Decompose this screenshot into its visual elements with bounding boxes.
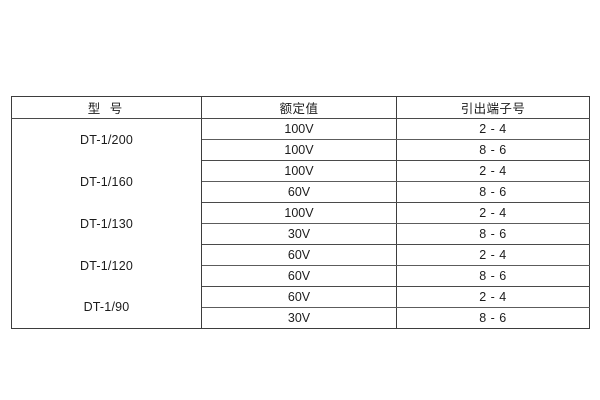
table-row: DT-1/120 60V 2 - 4: [11, 244, 590, 287]
column-header-model: 型 号: [11, 96, 202, 119]
cell-rated-value: 100V: [201, 160, 397, 182]
cell-terminal-number: 2 - 4: [396, 202, 590, 224]
cell-rated-value: 30V: [201, 223, 397, 245]
cell-terminal-number: 8 - 6: [396, 265, 590, 287]
table-row: 60V 8 - 6: [12, 181, 590, 203]
table-row: 100V 8 - 6: [12, 139, 590, 161]
cell-model-name: DT-1/160: [11, 160, 202, 203]
table-header-row: 型 号 额定值 引出端子号: [11, 96, 590, 119]
cell-terminal-number: 8 - 6: [396, 307, 590, 329]
cell-rated-value: 60V: [201, 265, 397, 287]
table-row: DT-1/130 100V 2 - 4: [11, 202, 590, 245]
cell-model-name: DT-1/90: [11, 286, 202, 329]
cell-rated-value: 60V: [201, 181, 397, 203]
cell-model-name: DT-1/200: [11, 118, 202, 161]
cell-terminal-number: 8 - 6: [396, 139, 590, 161]
cell-rated-value: 30V: [201, 307, 397, 329]
cell-rated-value: 60V: [201, 244, 397, 266]
spec-table-container: 型 号 额定值 引出端子号 DT-1/200 100V 2 - 4 100V 8…: [11, 96, 590, 329]
cell-model-name: DT-1/130: [11, 202, 202, 245]
cell-terminal-number: 2 - 4: [396, 286, 590, 308]
table-row: 60V 8 - 6: [12, 265, 590, 287]
cell-terminal-number: 2 - 4: [396, 118, 590, 140]
cell-model-name: DT-1/120: [11, 244, 202, 287]
cell-rated-value: 100V: [201, 118, 397, 140]
specification-table: 型 号 额定值 引出端子号 DT-1/200 100V 2 - 4 100V 8…: [11, 96, 590, 329]
table-row: DT-1/200 100V 2 - 4: [11, 118, 590, 161]
cell-terminal-number: 2 - 4: [396, 244, 590, 266]
table-body: DT-1/200 100V 2 - 4 100V 8 - 6 DT-1/160 …: [11, 118, 590, 329]
cell-terminal-number: 8 - 6: [396, 223, 590, 245]
cell-terminal-number: 2 - 4: [396, 160, 590, 182]
cell-terminal-number: 8 - 6: [396, 181, 590, 203]
cell-rated-value: 60V: [201, 286, 397, 308]
table-row: 30V 8 - 6: [12, 223, 590, 245]
table-row: DT-1/90 60V 2 - 4: [11, 286, 590, 329]
table-header: 型 号 额定值 引出端子号: [11, 96, 590, 119]
table-row: DT-1/160 100V 2 - 4: [11, 160, 590, 203]
table-row: 30V 8 - 6: [12, 307, 590, 329]
cell-rated-value: 100V: [201, 139, 397, 161]
column-header-terminal-number: 引出端子号: [396, 96, 590, 119]
cell-rated-value: 100V: [201, 202, 397, 224]
column-header-rated-value: 额定值: [201, 96, 397, 119]
